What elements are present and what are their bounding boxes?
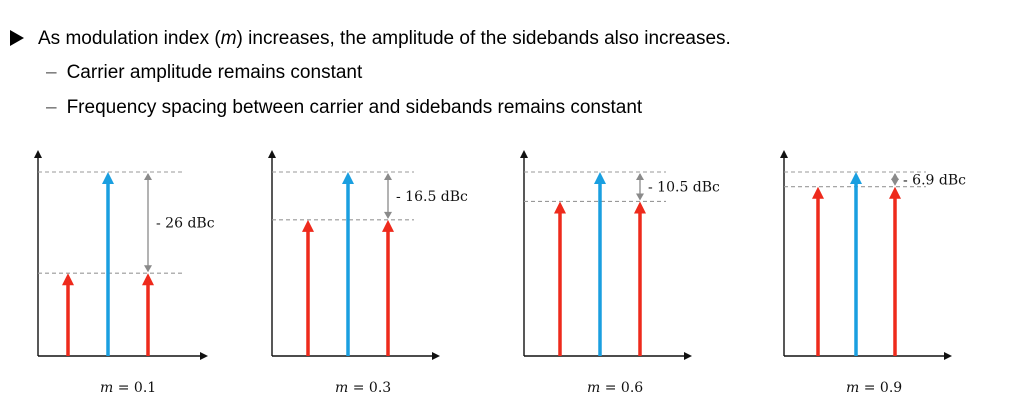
carrier-bar — [102, 172, 114, 356]
y-axis-arrow-icon — [268, 150, 276, 158]
modulation-index-caption: m = 0.1 — [100, 380, 156, 396]
sub-bullet-text: Frequency spacing between carrier and si… — [66, 97, 643, 118]
modulation-index-caption: m = 0.9 — [846, 380, 902, 396]
measure-arrow-up-icon — [144, 173, 152, 180]
upper-sideband-bar — [634, 201, 646, 356]
measure-arrow-down-icon — [891, 178, 899, 186]
upper-sideband-bar — [889, 186, 901, 356]
sub-bullet-dash: – — [46, 62, 57, 83]
sub-bullet-carrier: – Carrier amplitude remains constant — [46, 60, 362, 86]
lower-sideband-bar — [62, 273, 74, 356]
measure-arrow-down-icon — [144, 265, 152, 273]
lower-sideband-bar — [302, 219, 314, 356]
x-axis-arrow-icon — [684, 352, 692, 360]
measure-arrow-down-icon — [384, 211, 392, 219]
upper-sideband-bar — [142, 273, 154, 356]
modulation-index-caption: m = 0.3 — [335, 380, 391, 396]
lower-sideband-bar — [812, 186, 824, 356]
x-axis-arrow-icon — [200, 352, 208, 360]
sub-bullet-spacing: – Frequency spacing between carrier and s… — [46, 95, 642, 121]
lower-sideband-bar — [554, 201, 566, 356]
carrier-bar — [342, 172, 354, 356]
y-axis-arrow-icon — [780, 150, 788, 158]
dbc-label: - 16.5 dBc — [396, 189, 468, 205]
upper-sideband-bar — [382, 219, 394, 356]
x-axis-arrow-icon — [432, 352, 440, 360]
measure-arrow-up-icon — [636, 173, 644, 180]
dbc-label: - 10.5 dBc — [648, 180, 720, 196]
main-bullet-variable: m — [220, 28, 237, 49]
measure-arrow-up-icon — [891, 173, 899, 180]
main-bullet-prefix: As modulation index ( — [38, 28, 221, 49]
sub-bullet-dash: – — [46, 97, 57, 118]
main-bullet: As modulation index (m) increases, the a… — [10, 26, 731, 52]
x-axis-arrow-icon — [944, 352, 952, 360]
measure-arrow-up-icon — [384, 173, 392, 180]
measure-arrow-down-icon — [636, 193, 644, 201]
y-axis-arrow-icon — [520, 150, 528, 158]
y-axis-arrow-icon — [34, 150, 42, 158]
bullet-triangle-icon — [10, 30, 24, 46]
carrier-bar — [594, 172, 606, 356]
carrier-bar — [850, 172, 862, 356]
dbc-label: - 26 dBc — [156, 216, 215, 232]
main-bullet-suffix: ) increases, the amplitude of the sideba… — [236, 28, 731, 49]
sub-bullet-text: Carrier amplitude remains constant — [66, 62, 363, 83]
dbc-label: - 6.9 dBc — [903, 172, 966, 188]
modulation-index-caption: m = 0.6 — [587, 380, 643, 396]
